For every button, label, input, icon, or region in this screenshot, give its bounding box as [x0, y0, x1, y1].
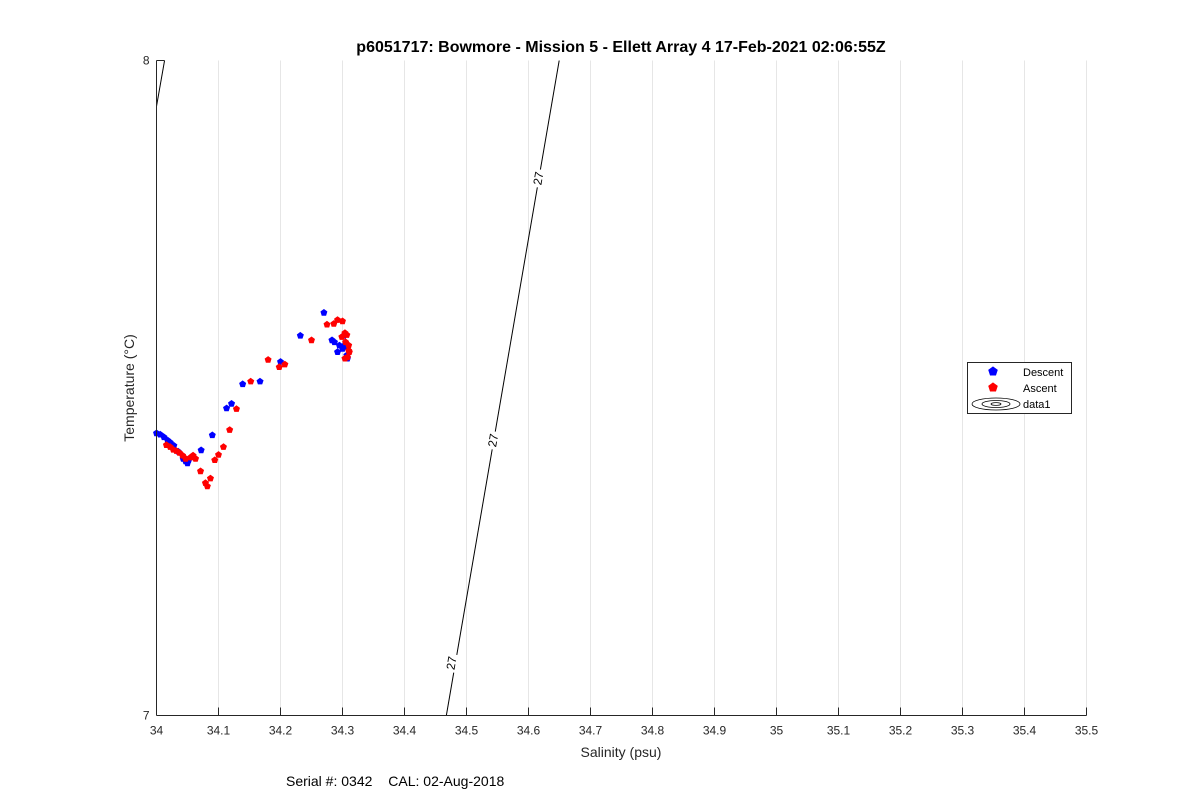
ascent-point — [345, 347, 353, 354]
x-tick-label: 35.1 — [827, 724, 851, 738]
ascent-point — [342, 338, 350, 346]
ascent-point — [247, 377, 255, 385]
x-ticks: 34 34.1 34.2 34.3 34.4 34.5 34.6 34.7 34.8 34.9 35… — [150, 707, 1099, 738]
descent-point — [239, 380, 247, 388]
contour-label: 27 — [444, 655, 460, 671]
x-tick-label: 34.1 — [207, 724, 231, 738]
y-axis-label: Temperature (°C) — [121, 334, 137, 442]
descent-point — [320, 309, 328, 316]
x-tick-label: 35.2 — [889, 724, 913, 738]
ascent-point — [339, 317, 346, 325]
ascent-point — [264, 356, 272, 363]
x-tick-label: 35 — [770, 724, 784, 738]
ascent-point — [226, 426, 234, 433]
plot-area — [156, 60, 1087, 716]
ascent-point — [334, 316, 342, 323]
x-tick-label: 34.6 — [517, 724, 541, 738]
contour-label-bg — [529, 168, 548, 189]
descent-point — [223, 404, 231, 412]
descent-point — [296, 331, 304, 339]
ascent-point — [275, 363, 283, 371]
descent-point — [197, 446, 205, 454]
x-tick-label: 34.8 — [641, 724, 665, 738]
y-tick-label: 7 — [143, 709, 150, 723]
contour-label: 27 — [530, 170, 546, 186]
x-tick-label: 34.9 — [703, 724, 727, 738]
descent-point — [330, 338, 338, 346]
ascent-point — [203, 482, 211, 490]
legend-ascent-label: Ascent — [1023, 383, 1057, 395]
x-tick-label: 35.4 — [1013, 724, 1037, 738]
chart-title: p6051717: Bowmore - Mission 5 - Ellett A… — [356, 39, 886, 56]
ascent-point — [206, 474, 214, 482]
ascent-point — [192, 454, 200, 462]
x-tick-label: 34.3 — [331, 724, 355, 738]
density-contours: 27 27 27 — [156, 60, 560, 716]
x-axis-label: Salinity (psu) — [581, 744, 662, 760]
y-ticks: 78 — [143, 54, 165, 723]
x-tick-label: 34.5 — [455, 724, 479, 738]
x-tick-label: 35.5 — [1075, 724, 1099, 738]
ascent-point — [281, 360, 289, 368]
contour-label-bg — [483, 430, 503, 451]
descent-point — [256, 377, 264, 385]
calibration-date: CAL: 02-Aug-2018 — [388, 773, 505, 789]
ascent-point — [219, 443, 227, 450]
serial-number: Serial #: 0342 — [286, 773, 373, 789]
x-tick-label: 34.7 — [579, 724, 603, 738]
ascent-point — [323, 320, 331, 328]
ascent-point — [215, 451, 222, 458]
legend-contour-icon — [971, 397, 1021, 411]
y-tick-label: 8 — [143, 54, 150, 68]
x-tick-label: 35.3 — [951, 724, 975, 738]
ascent-point — [232, 405, 240, 412]
contour-label: 27 — [485, 432, 501, 448]
descent-point — [160, 433, 168, 441]
descent-point — [208, 431, 216, 439]
legend-descent-label: Descent — [1023, 367, 1063, 379]
legend-data1-label: data1 — [1023, 399, 1051, 411]
ascent-point — [343, 353, 351, 361]
x-tick-label: 34 — [150, 724, 164, 738]
x-tick-label: 34.2 — [269, 724, 293, 738]
ascent-point — [197, 467, 205, 475]
legend[interactable]: Descent Ascent data1 — [967, 362, 1072, 414]
ascent-point — [308, 336, 315, 344]
ascent-point — [211, 456, 219, 464]
axes — [156, 60, 1087, 716]
footer: Serial #: 0342 CAL: 02-Aug-2018 — [286, 773, 516, 789]
ascent-point — [343, 331, 351, 338]
descent-point — [228, 400, 236, 407]
contour-line-upper-left — [156, 60, 166, 107]
x-tick-label: 34.4 — [393, 724, 417, 738]
legend-ascent-marker — [988, 382, 998, 392]
data-markers — [153, 309, 353, 490]
legend-descent-marker — [988, 366, 998, 376]
contour-label-bg — [442, 652, 462, 674]
